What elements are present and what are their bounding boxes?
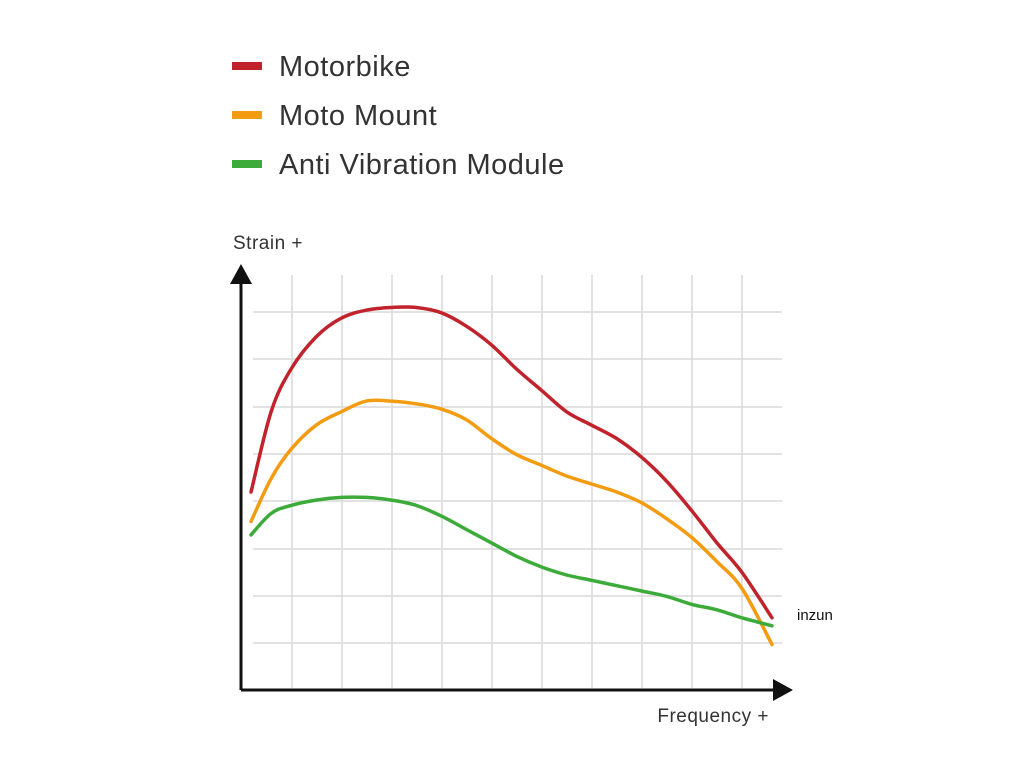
chart-grid	[253, 275, 782, 688]
legend: Motorbike Moto Mount Anti Vibration Module	[232, 51, 565, 181]
legend-label-anti-vibration-module: Anti Vibration Module	[279, 149, 565, 181]
x-axis-arrow	[773, 679, 793, 701]
legend-swatch-moto-mount	[232, 111, 262, 119]
series-lines	[249, 305, 774, 647]
legend-swatch-motorbike	[232, 62, 262, 70]
y-axis-arrow	[230, 264, 252, 284]
series-line-motorbike	[249, 305, 774, 620]
legend-swatch-anti-vibration-module	[232, 160, 262, 168]
watermark-annotation: inzun	[797, 607, 833, 624]
axes	[230, 264, 793, 701]
y-axis-label: Strain +	[233, 233, 303, 254]
legend-label-motorbike: Motorbike	[279, 51, 411, 83]
legend-label-moto-mount: Moto Mount	[279, 100, 437, 132]
series-line-moto-mount	[249, 398, 774, 647]
x-axis-label: Frequency +	[657, 706, 769, 727]
series-line-anti-vibration-module	[249, 495, 774, 628]
